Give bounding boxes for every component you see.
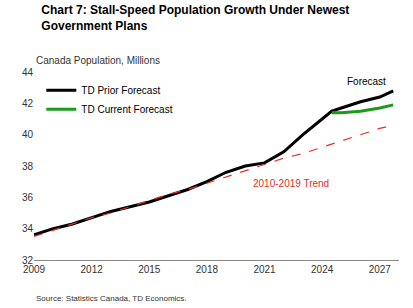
svg-text:2015: 2015 [138,264,161,275]
svg-text:32: 32 [22,255,34,266]
svg-text:2012: 2012 [81,264,104,275]
svg-text:42: 42 [22,98,34,109]
svg-text:36: 36 [22,192,34,203]
svg-text:Chart 7: Stall-Speed Populatio: Chart 7: Stall-Speed Population Growth U… [41,3,349,33]
svg-text:Canada Population, Millions: Canada Population, Millions [36,55,160,66]
svg-text:34: 34 [22,223,34,234]
svg-text:2010-2019 Trend: 2010-2019 Trend [253,178,329,189]
svg-text:40: 40 [22,129,34,140]
svg-text:2021: 2021 [253,264,276,275]
svg-text:Forecast: Forecast [347,76,386,87]
svg-text:2018: 2018 [196,264,219,275]
svg-text:TD Prior Forecast: TD Prior Forecast [81,85,160,96]
svg-text:TD Current Forecast: TD Current Forecast [81,104,172,115]
svg-text:44: 44 [22,67,34,78]
svg-text:Source: Statistics Canada, TD: Source: Statistics Canada, TD Economics. [36,294,187,303]
svg-text:2009: 2009 [23,264,46,275]
svg-text:2024: 2024 [311,264,334,275]
svg-text:2027: 2027 [369,264,392,275]
svg-text:38: 38 [22,161,34,172]
